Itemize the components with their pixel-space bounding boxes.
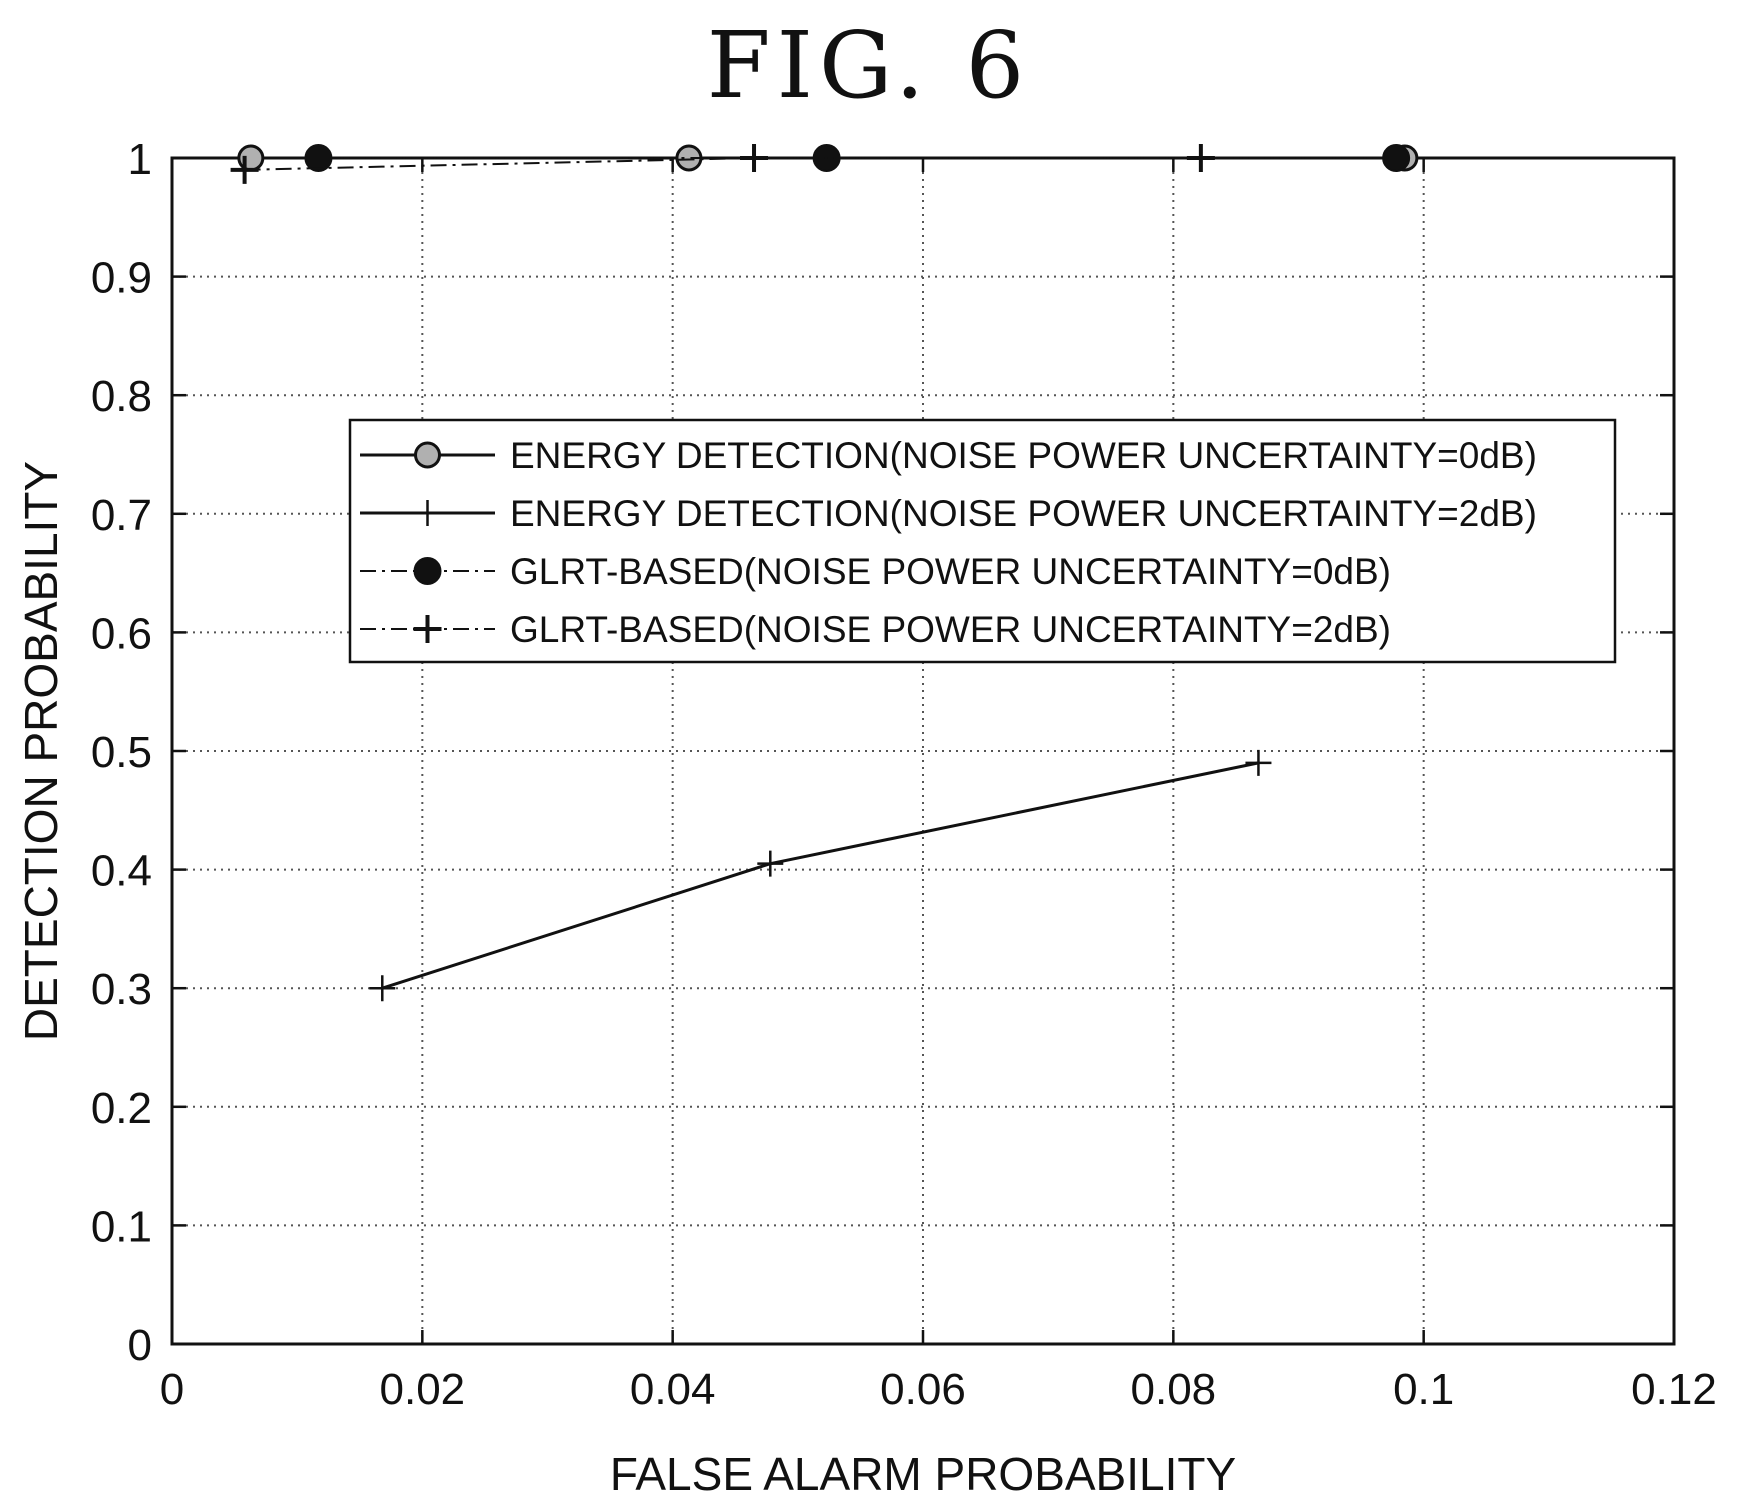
grid-lines xyxy=(172,158,1674,1344)
x-tick-label: 0.08 xyxy=(1131,1365,1217,1414)
y-tick-label: 0.3 xyxy=(91,965,152,1014)
x-tick-label: 0.12 xyxy=(1631,1365,1717,1414)
legend-entry-1: ENERGY DETECTION(NOISE POWER UNCERTAINTY… xyxy=(360,435,1537,476)
y-tick-labels: 0 0.1 0.2 0.3 0.4 0.5 0.6 0.7 0.8 0.9 1 xyxy=(91,135,152,1370)
marker-plus-bold xyxy=(413,615,442,643)
y-tick-label: 0.6 xyxy=(91,609,152,658)
series-line xyxy=(381,761,1259,990)
marker-plus-bold xyxy=(1186,144,1215,172)
marker-circle-black xyxy=(413,557,442,585)
legend-entry-2: ENERGY DETECTION(NOISE POWER UNCERTAINTY… xyxy=(360,493,1537,534)
series-4 xyxy=(230,144,1215,184)
marker-plus xyxy=(414,500,441,526)
legend-box xyxy=(348,418,1617,664)
series-2 xyxy=(369,749,1272,1002)
legend-entry-4: GLRT-BASED(NOISE POWER UNCERTAINTY=2dB) xyxy=(360,609,1391,650)
x-axis-label: FALSE ALARM PROBABILITY xyxy=(610,1448,1236,1500)
x-tick-label: 0.02 xyxy=(380,1365,466,1414)
series-layer xyxy=(230,144,1419,1002)
y-tick-label: 0 xyxy=(128,1321,152,1370)
y-tick-label: 0.8 xyxy=(91,372,152,421)
y-tick-label: 0.5 xyxy=(91,728,152,777)
marker-plus xyxy=(757,850,784,877)
legend: ENERGY DETECTION(NOISE POWER UNCERTAINTY… xyxy=(348,418,1617,664)
marker-plus xyxy=(1245,749,1272,776)
marker-plus xyxy=(369,975,396,1002)
legend-label: ENERGY DETECTION(NOISE POWER UNCERTAINTY… xyxy=(510,493,1537,534)
y-tick-label: 0.7 xyxy=(91,491,152,540)
marker-plus-bold xyxy=(740,144,769,172)
marker-plus-bold xyxy=(230,155,259,184)
y-tick-label: 1 xyxy=(128,135,152,184)
x-tick-label: 0.06 xyxy=(880,1365,966,1414)
y-tick-label: 0.4 xyxy=(91,847,152,896)
legend-label: ENERGY DETECTION(NOISE POWER UNCERTAINTY… xyxy=(510,435,1537,476)
figure-title: FIG. 6 xyxy=(706,12,1031,119)
legend-entry-3: GLRT-BASED(NOISE POWER UNCERTAINTY=0dB) xyxy=(360,551,1391,592)
y-tick-label: 0.9 xyxy=(91,254,152,303)
marker-circle-gray xyxy=(414,441,441,469)
x-tick-labels: 0 0.02 0.04 0.06 0.08 0.1 0.12 xyxy=(160,1365,1717,1414)
marker-circle-black xyxy=(304,144,333,172)
series-line xyxy=(244,157,1201,171)
marker-circle-black xyxy=(1382,144,1411,172)
x-tick-label: 0 xyxy=(160,1365,184,1414)
axis-ticks xyxy=(170,156,1676,1346)
x-tick-label: 0.1 xyxy=(1393,1365,1454,1414)
y-axis-label: DETECTION PROBABILITY xyxy=(15,461,67,1041)
marker-circle-gray xyxy=(237,144,265,172)
legend-label: GLRT-BASED(NOISE POWER UNCERTAINTY=2dB) xyxy=(510,609,1391,650)
y-tick-label: 0.2 xyxy=(91,1084,152,1133)
legend-label: GLRT-BASED(NOISE POWER UNCERTAINTY=0dB) xyxy=(510,551,1391,592)
x-tick-label: 0.04 xyxy=(630,1365,716,1414)
y-tick-label: 0.1 xyxy=(91,1202,152,1251)
